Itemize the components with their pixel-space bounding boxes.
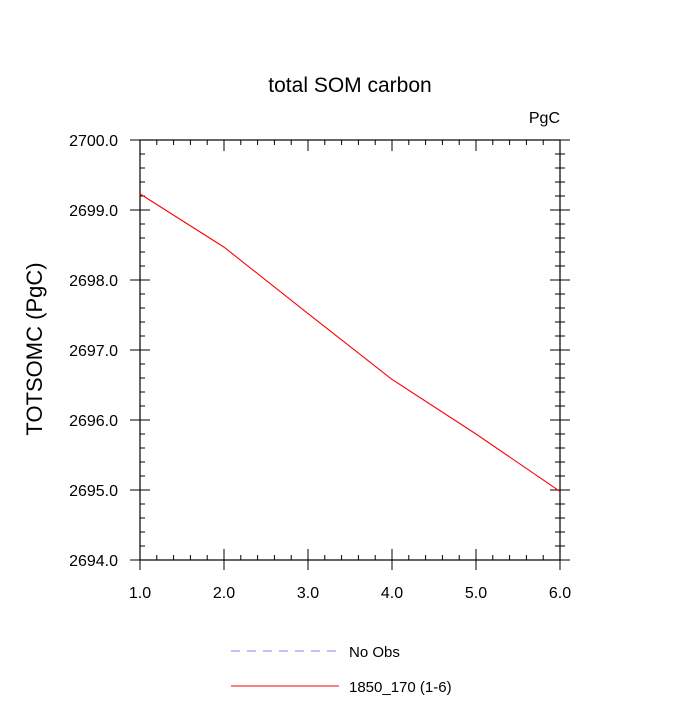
y-tick-label: 2699.0 <box>69 203 118 220</box>
plot-frame <box>139 139 561 561</box>
x-tick-label: 4.0 <box>381 585 403 602</box>
data-point <box>223 246 226 249</box>
series-line-1 <box>139 193 561 492</box>
x-tick-label: 6.0 <box>549 585 571 602</box>
units-label: PgC <box>529 110 560 127</box>
y-tick-label: 2700.0 <box>69 133 118 150</box>
x-tick-label: 2.0 <box>213 585 235 602</box>
series-layer <box>139 192 562 493</box>
x-tick-label: 5.0 <box>465 585 487 602</box>
y-tick-label: 2694.0 <box>69 553 118 570</box>
legend-label-0: No Obs <box>349 644 400 661</box>
data-point <box>139 192 142 195</box>
y-tick-label: 2696.0 <box>69 413 118 430</box>
data-point <box>475 433 478 436</box>
y-tick-label: 2695.0 <box>69 483 118 500</box>
chart-title: total SOM carbon <box>268 74 431 97</box>
legend: No Obs 1850_170 (1-6) <box>231 644 452 696</box>
data-point <box>307 312 310 315</box>
x-tick-label: 3.0 <box>297 585 319 602</box>
data-point <box>559 490 562 493</box>
y-tick-label: 2697.0 <box>69 343 118 360</box>
ticks-layer: 1.0 2.0 3.0 4.0 5.0 6.0 2694.0 2695.0 2696.0 2697… <box>69 133 571 602</box>
data-point <box>391 378 394 381</box>
y-tick-label: 2698.0 <box>69 273 118 290</box>
legend-label-1: 1850_170 (1-6) <box>349 679 452 696</box>
x-tick-label: 1.0 <box>129 585 151 602</box>
y-axis-label: TOTSOMC (PgC) <box>22 262 47 435</box>
